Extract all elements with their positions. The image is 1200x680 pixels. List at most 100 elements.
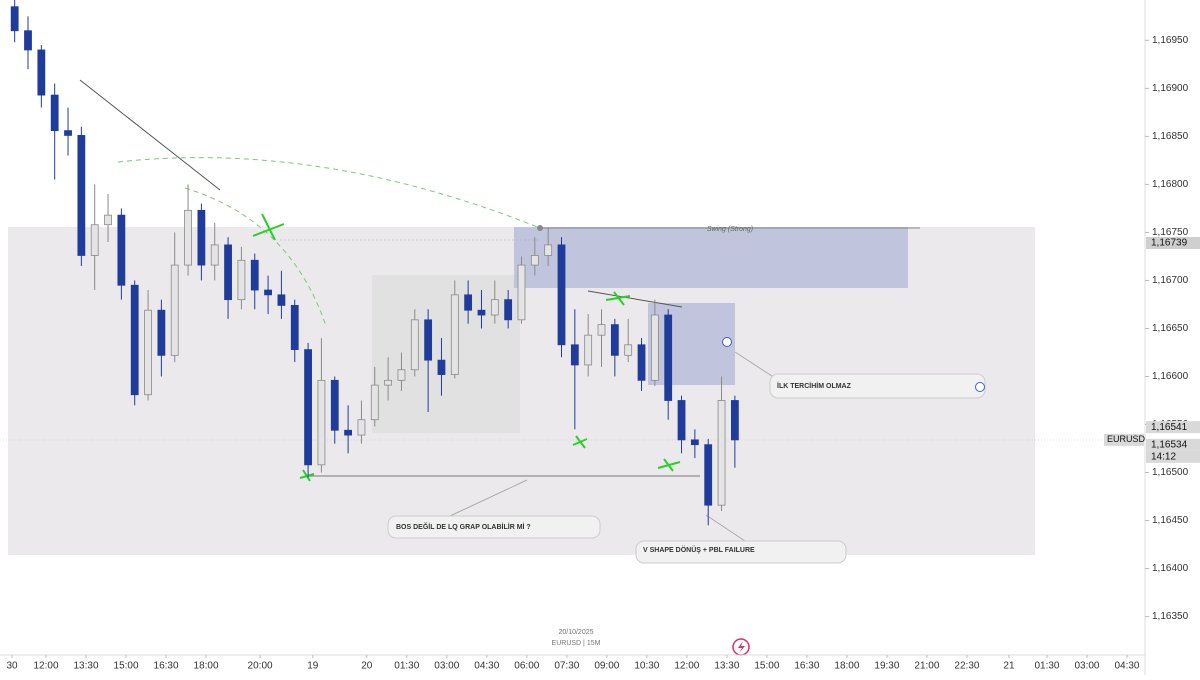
candle-body (704, 444, 713, 506)
x-tick-label: 03:00 (1074, 661, 1099, 672)
candle-body (664, 314, 673, 401)
y-tick-label: 1,16400 (1152, 563, 1189, 574)
candle-body (624, 344, 633, 356)
candle-body (264, 289, 272, 296)
connector (449, 479, 528, 517)
y-tick-label: 1,16650 (1152, 323, 1189, 334)
price-label-box (1146, 438, 1200, 451)
candle-body (317, 379, 326, 466)
y-tick-label: 1,16500 (1152, 467, 1189, 478)
candle-body (530, 255, 539, 266)
candle-body (477, 309, 486, 316)
candle-body (397, 369, 406, 381)
candle-body (570, 344, 579, 366)
candle-body (344, 429, 353, 436)
x-tick-label: 12:00 (674, 661, 699, 672)
x-tick-label: 22:30 (954, 661, 979, 672)
candle-body (104, 214, 112, 226)
candle-body (370, 384, 379, 421)
callout-text: İLK TERCİHİM OLMAZ (777, 382, 852, 390)
candle-body (584, 334, 593, 366)
countdown: 14:12 (1151, 452, 1176, 463)
callout (635, 540, 847, 564)
alert-bolt (738, 641, 745, 653)
y-tick-label: 1,16950 (1152, 35, 1189, 46)
anchor (722, 337, 732, 347)
range-box (372, 275, 520, 433)
y-tick-label: 1,16350 (1152, 611, 1189, 622)
candle-body (290, 305, 299, 350)
candle-body (557, 244, 566, 346)
connector (705, 514, 746, 542)
x-marks (252, 213, 681, 482)
symbol-box (1104, 433, 1144, 446)
candle-body (464, 294, 473, 311)
y-tick-label: 1,16600 (1152, 371, 1189, 382)
candle-body (424, 319, 433, 361)
y-tick-label: 1,16850 (1152, 131, 1189, 142)
x-tick-label: 01:30 (394, 661, 419, 672)
x-tick-label: 04:30 (1114, 661, 1139, 672)
candle-body (650, 314, 659, 381)
symbol: EURUSD (1107, 434, 1146, 444)
x-tick-label: 15:00 (754, 661, 779, 672)
candle-body (450, 294, 459, 375)
y-tick-label: 1,16700 (1152, 275, 1189, 286)
candle-body (130, 284, 139, 396)
candle-body (357, 419, 366, 436)
supply-zone (514, 227, 908, 288)
candle-body (304, 349, 312, 466)
candle-body (517, 264, 526, 321)
x-tick-label: 20 (361, 661, 373, 672)
x-tick-label: 03:00 (434, 661, 459, 672)
connector (734, 351, 776, 379)
anchor (975, 382, 985, 392)
candle-body (504, 299, 513, 321)
y-tick-label: 1,16750 (1152, 227, 1189, 238)
candles (10, 0, 739, 526)
x-tick-label: 30 (6, 661, 18, 672)
price-label: 1,16541 (1151, 422, 1188, 433)
candle-body (90, 224, 99, 256)
callout (769, 373, 986, 399)
candle-body (210, 244, 219, 266)
supply-zone (648, 303, 735, 385)
swing-point (537, 225, 543, 231)
x-tick-label: 20:00 (248, 661, 273, 672)
x-tick-label: 16:30 (794, 661, 819, 672)
price-label: 1,16534 (1151, 440, 1188, 451)
candle-body (637, 344, 646, 381)
candle-body (717, 400, 726, 506)
price-label: 1,16739 (1151, 238, 1188, 249)
candle-body (730, 400, 739, 441)
callout-text: V SHAPE DÖNÜŞ + PBL FAILURE (643, 545, 755, 554)
x-tick-label: 12:00 (33, 661, 58, 672)
price-label-box (1146, 236, 1200, 249)
x-tick-label: 18:00 (834, 661, 859, 672)
candle-body (690, 439, 699, 446)
x-tick-label: 13:30 (714, 661, 739, 672)
trend-line (79, 79, 221, 191)
candle-body (544, 244, 553, 256)
candle-body (277, 294, 286, 306)
interval-label: EURUSD | 15M (552, 640, 601, 647)
x-tick-label: 21:00 (914, 661, 939, 672)
candle-body (197, 209, 206, 266)
curve (184, 187, 327, 327)
countdown-box (1146, 450, 1200, 463)
x-tick-label: 21 (1003, 661, 1015, 672)
candle-body (157, 309, 166, 356)
x-tick-label: 19 (307, 661, 319, 672)
x-tick-label: 01:30 (1034, 661, 1059, 672)
candle-body (50, 94, 59, 132)
candle-body (10, 6, 19, 32)
candle-body (490, 299, 499, 316)
swing-label: Swing (Strong) (707, 226, 753, 233)
x-tick-label: 06:00 (514, 661, 539, 672)
candle-body (24, 30, 32, 51)
date-label: 20/10/2025 (558, 629, 593, 636)
candle-body (597, 324, 606, 336)
candle-body (224, 244, 232, 301)
candle-body (384, 379, 393, 386)
